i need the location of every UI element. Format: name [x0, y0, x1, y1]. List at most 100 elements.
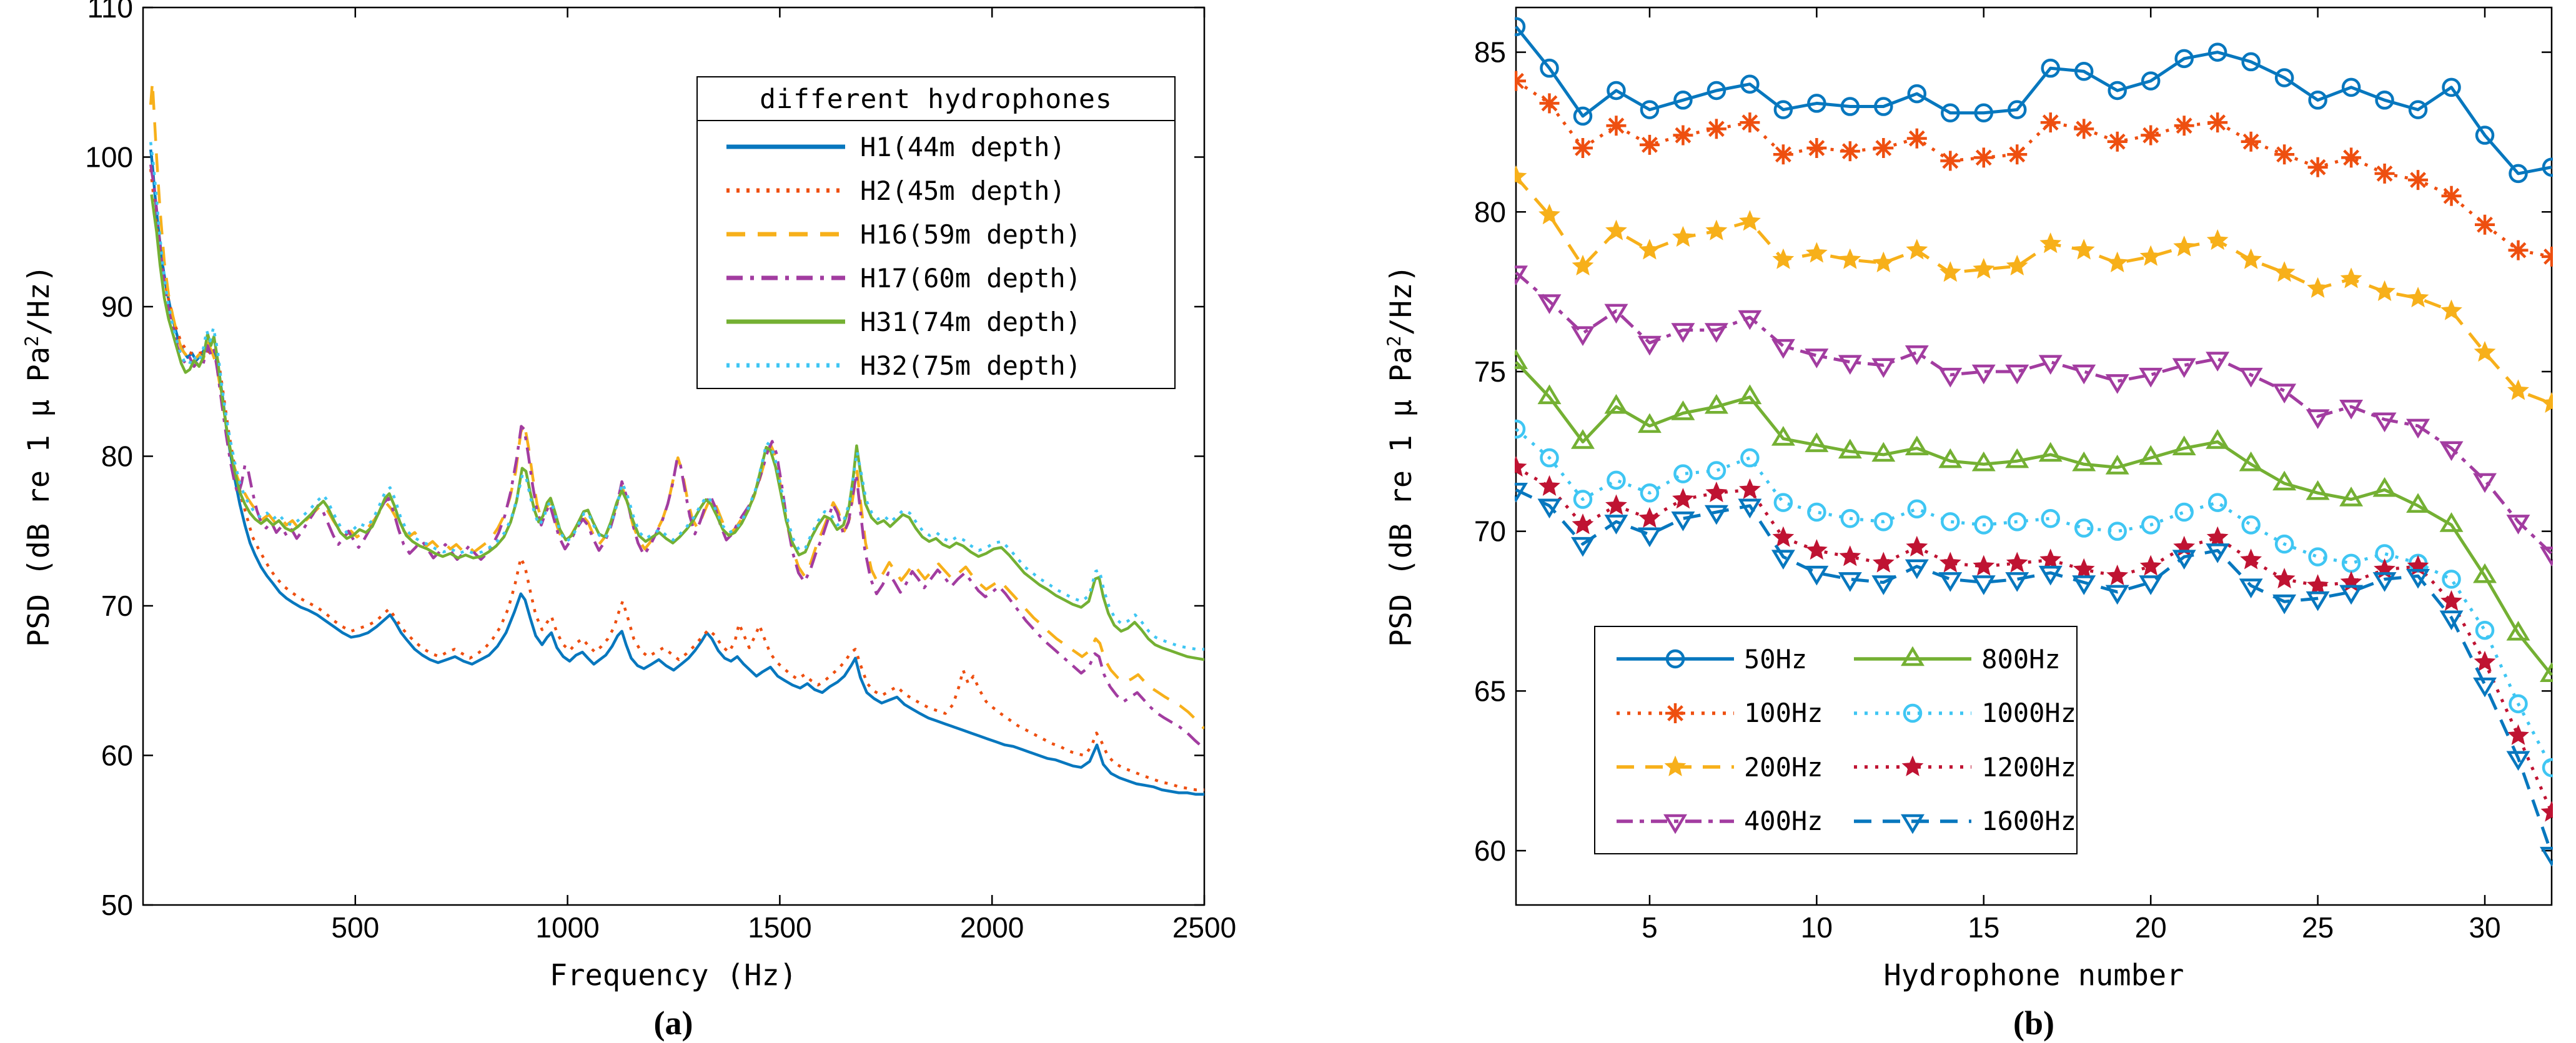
- marker-triangle-down: [2172, 550, 2196, 570]
- marker-triangle-down: [1871, 575, 1896, 595]
- marker-star: [1872, 251, 1895, 272]
- marker-asterisk: [1675, 127, 1692, 144]
- marker-triangle-down: [1637, 527, 1662, 548]
- panel-a-legend-entry: H17(60m depth): [720, 256, 1174, 300]
- panel-a-plot: 500 1000 1500 2000 2500 50 60 70 80 90 100 110: [85, 0, 1236, 944]
- marker-circle: [1573, 490, 1593, 509]
- marker-circle: [1515, 17, 1526, 36]
- legend-line-sample: [1854, 646, 1972, 666]
- panel-a-x-tick-label: 2000: [960, 911, 1024, 944]
- marker-triangle-up: [2005, 448, 2029, 468]
- marker-star: [2507, 724, 2529, 745]
- marker-triangle-down: [2306, 591, 2330, 611]
- marker-triangle-down: [1771, 550, 1795, 570]
- marker-star: [2507, 379, 2529, 400]
- panel-a-legend-entry: H31(74m depth): [720, 300, 1174, 344]
- marker-triangle-down: [2372, 412, 2397, 433]
- marker-triangle-up: [1901, 646, 1925, 666]
- marker-circle: [1640, 483, 1660, 503]
- panel-b-x-tick-label: 10: [1801, 911, 1833, 944]
- marker-triangle-up: [2105, 455, 2129, 475]
- marker-circle: [2542, 758, 2553, 778]
- marker-circle: [1773, 100, 1793, 119]
- panel-b-y-tick-label: 75: [1474, 355, 1506, 388]
- legend-line-sample: [1854, 814, 1972, 834]
- marker-triangle-down: [2473, 677, 2497, 698]
- panel-a-x-tick-label: 500: [331, 911, 379, 944]
- legend-line-sample: [1617, 703, 1734, 723]
- marker-star: [1605, 494, 1627, 515]
- marker-asterisk: [1841, 143, 1858, 160]
- marker-triangle-down: [2506, 515, 2530, 535]
- marker-circle: [2442, 77, 2461, 97]
- legend-entry-label: 100Hz: [1744, 698, 1823, 729]
- marker-star: [2006, 551, 2028, 573]
- marker-asterisk: [2510, 242, 2527, 259]
- marker-triangle-down: [2306, 409, 2330, 429]
- marker-circle: [1807, 502, 1826, 522]
- marker-circle: [2509, 164, 2528, 184]
- panel-b-x-tick-label: 20: [2135, 911, 2167, 944]
- marker-triangle-down: [2439, 441, 2464, 462]
- series-h32-75m-depth-: [149, 142, 1204, 651]
- marker-triangle-down: [2506, 751, 2530, 771]
- marker-star: [1906, 535, 1928, 557]
- marker-circle: [1907, 84, 1927, 104]
- marker-triangle-down: [1537, 498, 1562, 519]
- marker-star: [2106, 565, 2129, 586]
- panel-b-series: [1515, 17, 2553, 867]
- marker-star: [2307, 574, 2329, 595]
- marker-star: [2039, 548, 2062, 570]
- marker-star: [2206, 229, 2229, 250]
- panel-a-y-tick-label: 90: [101, 290, 133, 323]
- marker-triangle-down: [1905, 559, 1929, 580]
- marker-star: [1515, 165, 1527, 186]
- marker-star: [2474, 650, 2496, 672]
- marker-star: [2474, 341, 2496, 362]
- marker-star: [2106, 251, 2129, 272]
- marker-star: [2240, 548, 2262, 570]
- marker-circle: [1607, 470, 1626, 490]
- marker-triangle-up: [2406, 493, 2430, 513]
- marker-circle: [2141, 515, 2161, 535]
- panel-b-legend-entry: 200Hz: [1595, 741, 1833, 793]
- marker-circle: [1974, 103, 1994, 123]
- panel-b-legend-entry: 400Hz: [1595, 795, 1833, 848]
- marker-triangle-up: [1704, 393, 1728, 414]
- marker-asterisk: [1575, 140, 1591, 156]
- legend-line-sample: [726, 275, 845, 280]
- marker-triangle-down: [1971, 575, 1996, 595]
- marker-star: [2039, 232, 2062, 254]
- marker-triangle-up: [1905, 435, 1929, 455]
- marker-star: [1738, 478, 1761, 499]
- marker-triangle-up: [1570, 429, 1595, 449]
- marker-triangle-down: [1671, 323, 1695, 343]
- panel-b-legend-entry: 1600Hz: [1833, 795, 2076, 848]
- marker-star: [1515, 456, 1527, 477]
- marker-circle: [2341, 77, 2361, 97]
- marker-star: [1805, 242, 1828, 263]
- marker-asterisk: [2309, 159, 2326, 175]
- marker-star: [2173, 235, 2196, 257]
- marker-asterisk: [1942, 152, 1959, 169]
- marker-triangle-down: [1738, 498, 1762, 519]
- marker-triangle-down: [2339, 399, 2364, 420]
- marker-triangle-down: [2072, 575, 2096, 595]
- marker-triangle-up: [2172, 435, 2196, 455]
- marker-star: [1772, 526, 1795, 547]
- marker-star: [2307, 277, 2329, 298]
- marker-circle: [2308, 91, 2327, 110]
- marker-circle: [2375, 91, 2394, 110]
- marker-triangle-up: [2206, 429, 2230, 449]
- marker-triangle-down: [1663, 814, 1687, 834]
- marker-triangle-up: [1771, 426, 1795, 446]
- marker-triangle-down: [1871, 358, 1896, 378]
- marker-star: [2440, 590, 2462, 611]
- marker-circle: [1740, 448, 1760, 468]
- panel-a-x-tick-label: 1500: [748, 911, 811, 944]
- legend-entry-label: H17(60m depth): [860, 262, 1082, 294]
- marker-circle: [2475, 126, 2495, 145]
- marker-asterisk: [2276, 146, 2293, 163]
- marker-triangle-up: [1738, 384, 1762, 405]
- marker-triangle-up: [2072, 451, 2096, 472]
